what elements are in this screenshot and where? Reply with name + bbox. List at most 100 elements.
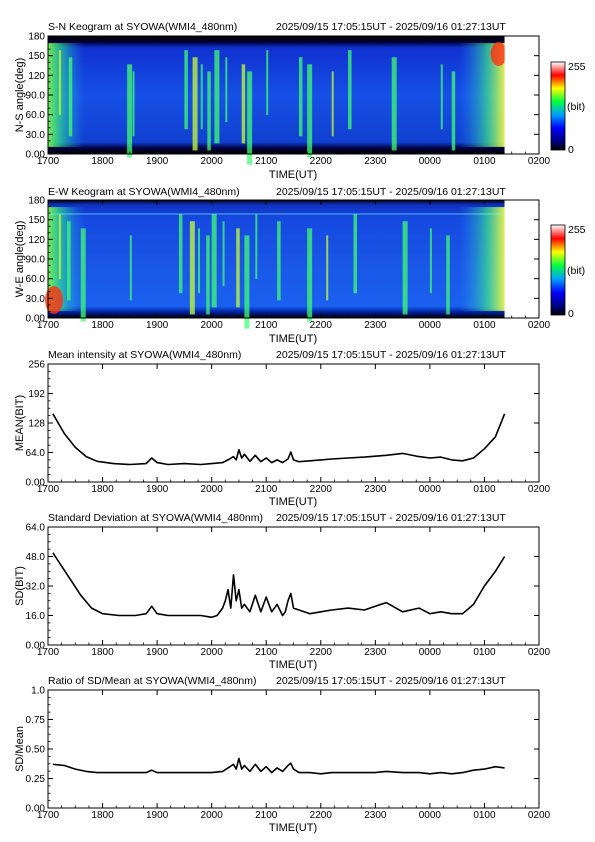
x-tick-label: 1800 [91, 810, 114, 821]
aurora-arc [67, 221, 71, 301]
x-tick-label: 1900 [146, 810, 169, 821]
x-tick-label: 1700 [37, 156, 60, 167]
aurora-arc [225, 57, 228, 123]
colorbar-max-label: 255 [568, 224, 586, 236]
aurora-arc [198, 228, 201, 294]
aurora-arc [206, 235, 210, 315]
x-tick-label: 0000 [419, 647, 442, 658]
chart-title: Ratio of SD/Mean at SYOWA(WMI4_480nm) [48, 675, 257, 687]
x-axis-label: TIME(UT) [269, 333, 317, 345]
no-data-region [504, 36, 539, 154]
aurora-arc [326, 235, 329, 301]
colorbar: 255 (bit) 0 [550, 61, 586, 156]
x-tick-label: 2100 [255, 156, 278, 167]
aurora-arc [307, 228, 313, 322]
chart-title: E-W Keogram at SYOWA(WMI4_480nm) [48, 186, 240, 198]
x-tick-label: 2100 [255, 647, 278, 658]
x-tick-label: 0200 [528, 647, 551, 658]
x-tick-label: 2200 [310, 647, 333, 658]
x-tick-label: 2100 [255, 484, 278, 495]
aurora-arc [236, 228, 240, 308]
y-tick-label: 0.00 [26, 804, 46, 815]
x-tick-label: 1900 [146, 647, 169, 658]
y-tick-label: 60.0 [26, 274, 46, 285]
x-tick-label: 2200 [310, 156, 333, 167]
aurora-arc [184, 50, 188, 130]
aurora-arc [68, 57, 73, 137]
aurora-arc [241, 64, 246, 144]
aurora-arc [127, 64, 133, 158]
x-tick-label: 2300 [364, 320, 387, 331]
x-tick-label: 0000 [419, 320, 442, 331]
y-tick-label: 1.0 [31, 686, 45, 697]
chart-title: Standard Deviation at SYOWA(WMI4_480nm) [48, 512, 263, 524]
y-axis-label: MEAN(BIT) [14, 395, 26, 451]
x-axis-label: TIME(UT) [269, 822, 317, 834]
series-line-group [52, 552, 506, 619]
aurora-arc [298, 57, 303, 137]
y-tick-label: 0.00 [26, 641, 46, 652]
axes: 1700 1800 1900 2000 2100 2200 2300 0000 0100 0200… [26, 523, 551, 659]
aurora-arc [178, 214, 183, 294]
x-tick-label: 0100 [473, 320, 496, 331]
aurora-arc [429, 228, 432, 294]
y-tick-label: 0.75 [26, 715, 46, 726]
x-tick-label: 0200 [528, 484, 551, 495]
x-tick-label: 2300 [364, 484, 387, 495]
x-tick-label: 1800 [91, 484, 114, 495]
aurora-arc [307, 64, 313, 158]
aurora-arc [348, 50, 352, 130]
x-tick-label: 2200 [310, 320, 333, 331]
ew-keogram-panel: E-W Keogram at SYOWA(WMI4_480nm) 2025/09… [14, 186, 586, 345]
aurora-arc [440, 64, 443, 130]
x-tick-label: 0200 [528, 320, 551, 331]
y-tick-label: 30.0 [26, 130, 46, 141]
y-tick-label: 0.00 [26, 314, 46, 325]
aurora-arc [211, 214, 217, 308]
x-tick-label: 2300 [364, 810, 387, 821]
x-tick-label: 2000 [201, 484, 224, 495]
chart-time-range: 2025/09/15 17:05:15UT - 2025/09/16 01:27… [276, 349, 506, 361]
axes: 1700 1800 1900 2000 2100 2200 2300 0000 0100 0200… [26, 196, 551, 332]
y-tick-label: 0.25 [26, 774, 46, 785]
aurora-arc [446, 235, 450, 315]
aurora-arc [247, 71, 253, 165]
colorbar-min-label: 0 [568, 144, 574, 156]
x-tick-label: 1800 [91, 647, 114, 658]
series-line-group [52, 413, 506, 466]
keogram-edge-glow [48, 43, 505, 147]
aurora-arc [200, 64, 203, 130]
y-tick-label: 192 [28, 389, 45, 400]
aurora-arc [207, 71, 211, 151]
aurora-arc [391, 57, 397, 151]
x-tick-label: 0000 [419, 810, 442, 821]
colorbar-gradient [550, 224, 566, 316]
x-tick-label: 2000 [201, 647, 224, 658]
x-tick-label: 1700 [37, 320, 60, 331]
x-axis-label: TIME(UT) [269, 169, 317, 181]
x-tick-label: 1800 [91, 156, 114, 167]
y-axis-label: N-S angle(deg) [14, 58, 26, 133]
y-tick-label: 180 [28, 196, 45, 207]
aurora-arc [451, 71, 456, 151]
y-tick-label: 128 [28, 419, 45, 430]
aurora-arc [80, 228, 86, 322]
plot-frame [47, 526, 540, 646]
colorbar-min-label: 0 [568, 308, 574, 320]
series-line-group [52, 757, 505, 775]
aurora-arc [132, 71, 135, 137]
x-tick-label: 2100 [255, 320, 278, 331]
x-tick-label: 2200 [310, 810, 333, 821]
axes: 1700 1800 1900 2000 2100 2200 2300 0000 0100 0200… [26, 360, 551, 496]
x-tick-label: 0200 [528, 156, 551, 167]
x-tick-label: 1900 [146, 320, 169, 331]
hot-spot [490, 42, 507, 66]
aurora-arc [277, 221, 281, 301]
y-tick-label: 16.0 [26, 611, 46, 622]
aurora-arc [331, 71, 334, 137]
y-tick-label: 0.00 [26, 478, 46, 489]
colorbar-unit-label: (bit) [567, 265, 585, 277]
x-axis-label: TIME(UT) [269, 496, 317, 508]
y-axis-label: W-E angle(deg) [14, 221, 26, 298]
